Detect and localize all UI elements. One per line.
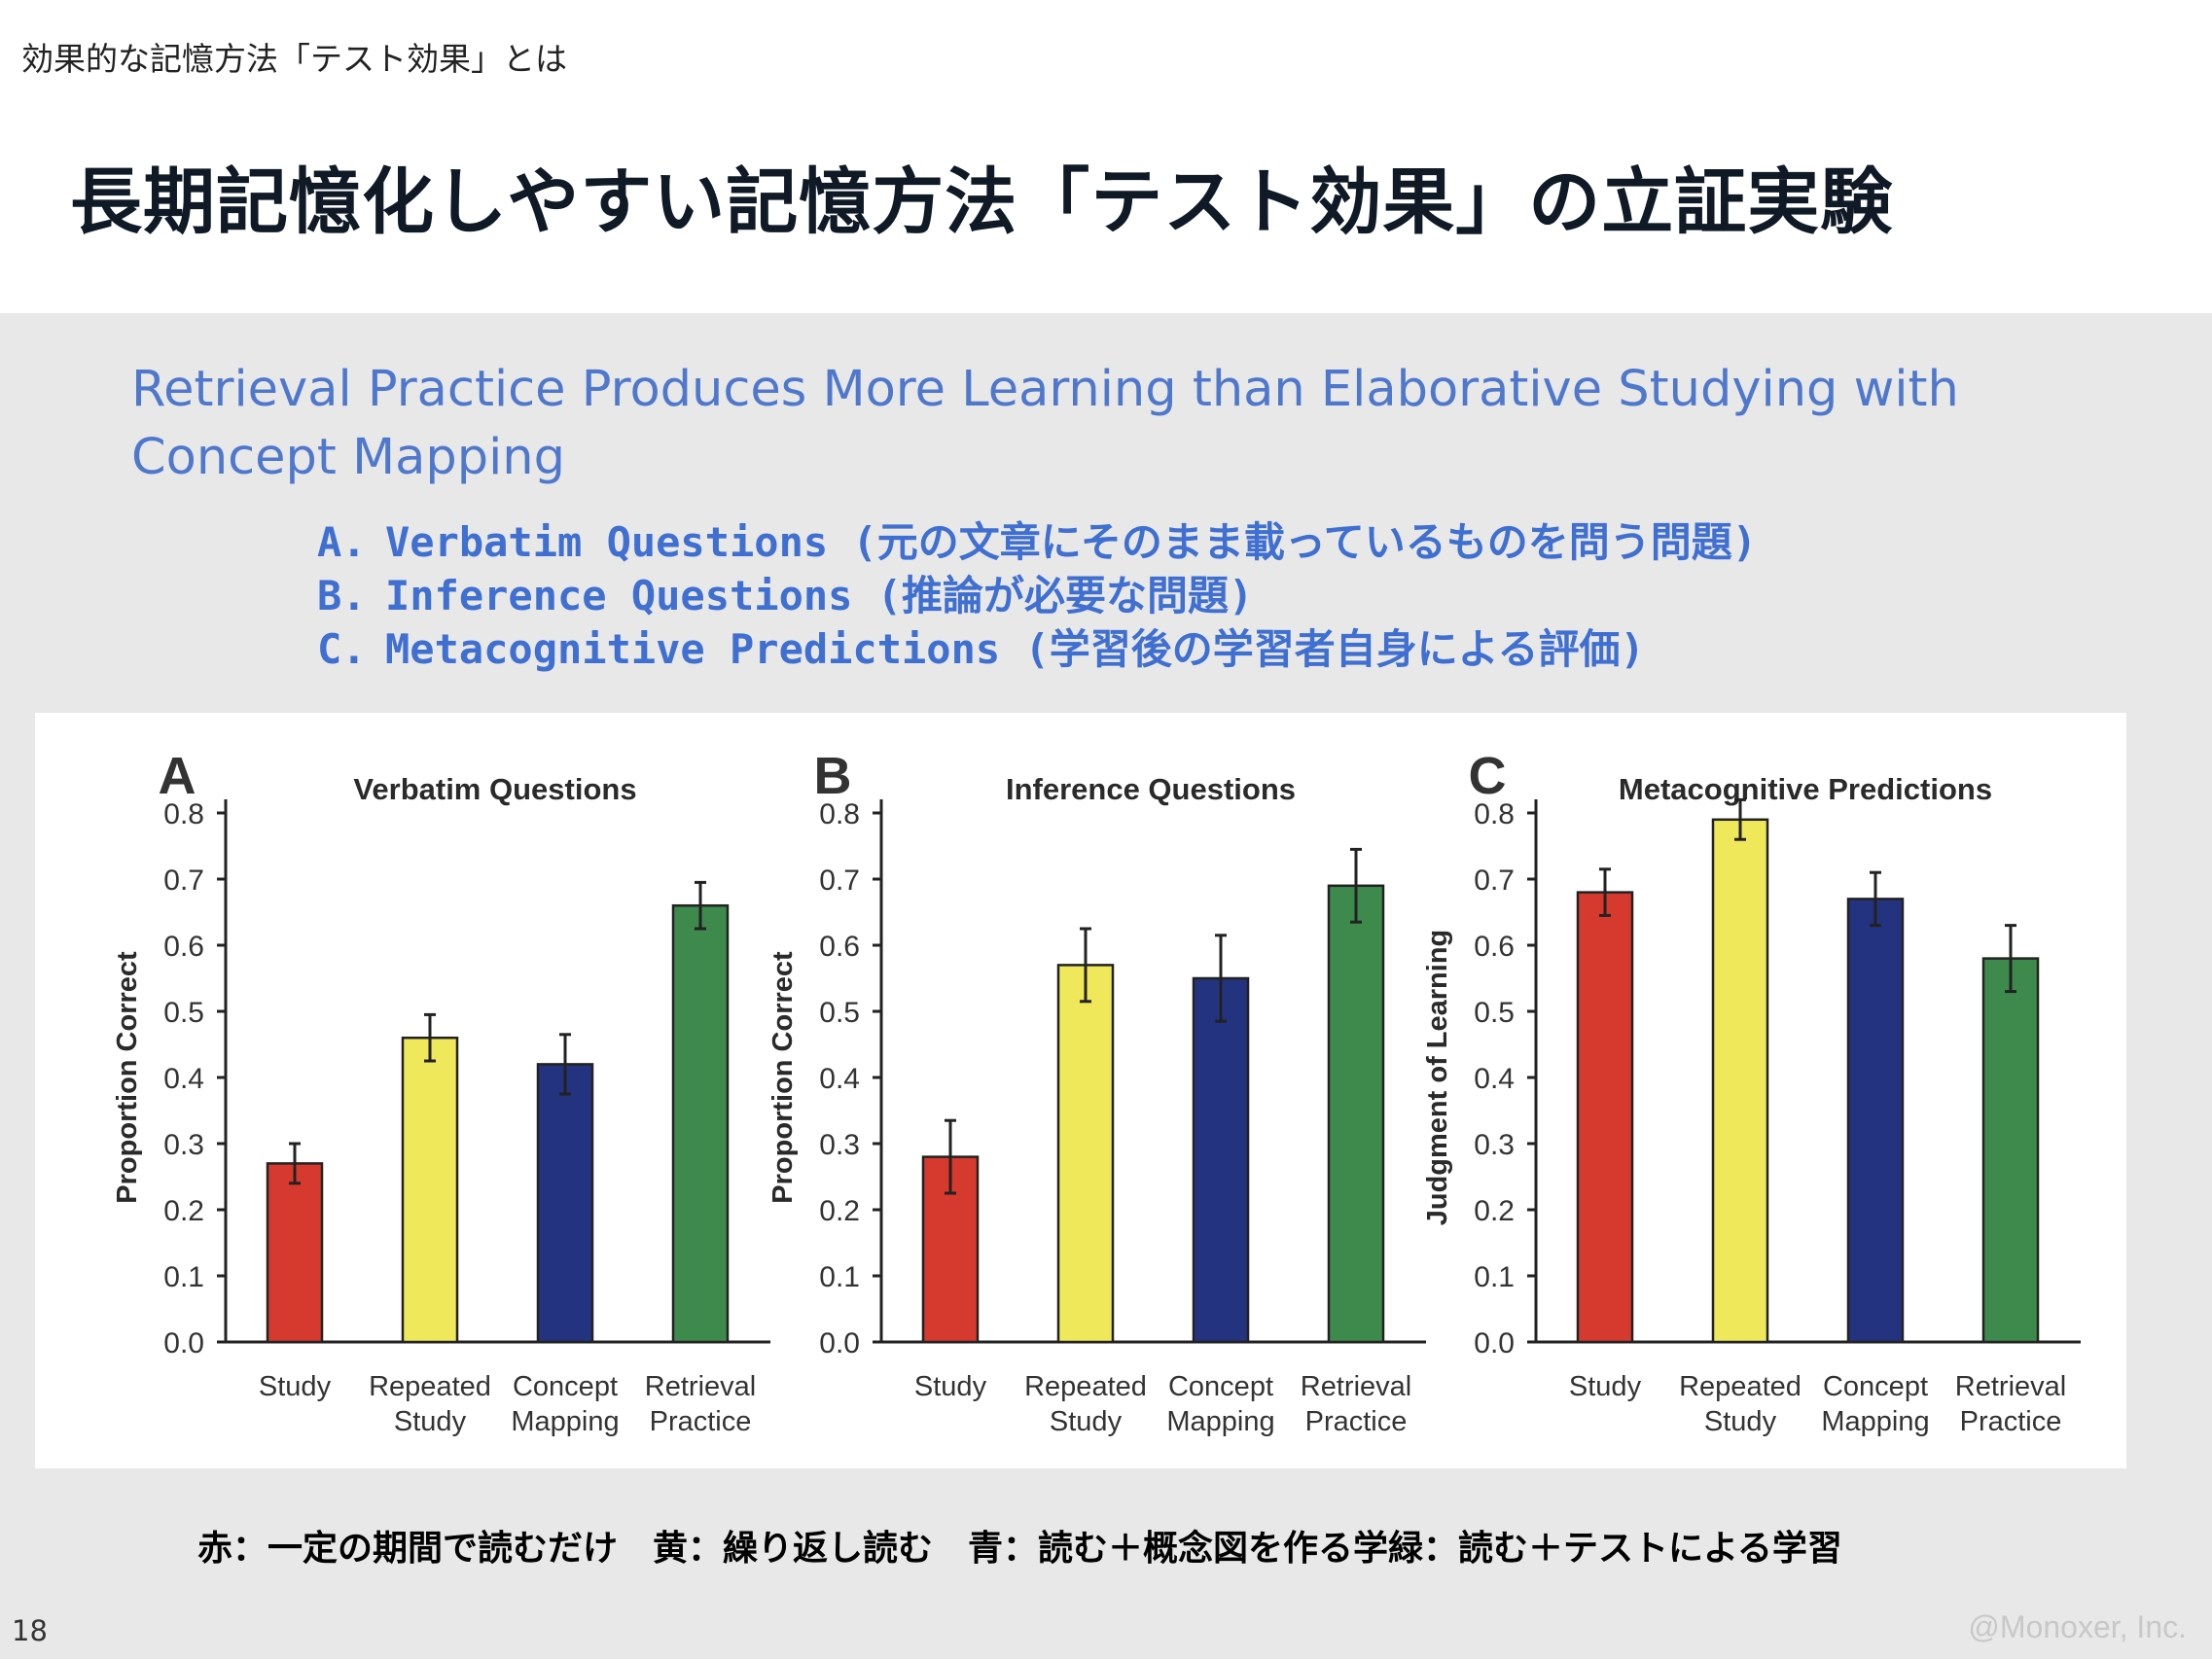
x-tick-label: Study: [394, 1406, 467, 1437]
bar-charts: A Verbatim Questions Proportion Correct 0.0…: [112, 747, 2081, 1437]
bar: [1576, 891, 1634, 1344]
y-tick-label: 0.6: [163, 931, 204, 963]
breadcrumb: 効果的な記憶方法「テスト効果」とは: [21, 40, 567, 78]
y-tick-label: 0.8: [819, 798, 860, 830]
legend-letter: A.: [317, 518, 367, 566]
x-tick-label: Concept: [513, 1371, 618, 1402]
chart-title: Verbatim Questions: [353, 772, 636, 806]
page-number: 18: [12, 1614, 48, 1647]
panel-letter: C: [1469, 747, 1507, 805]
y-tick-label: 0.5: [1474, 997, 1515, 1029]
page-title: 長期記憶化しやすい記憶方法「テスト効果」の立証実験: [70, 160, 1894, 244]
y-tick-label: 0.0: [163, 1327, 204, 1359]
x-tick-label: Retrieval: [1301, 1371, 1411, 1402]
x-tick-label: Study: [1704, 1406, 1777, 1437]
y-tick-label: 0.4: [819, 1063, 860, 1095]
chart-title: Metacognitive Predictions: [1619, 772, 1992, 806]
y-axis-label: Proportion Correct: [767, 951, 799, 1204]
legend-text: Inference Questions (推論が必要な問題): [385, 572, 1254, 619]
bar: [401, 1036, 459, 1344]
y-tick-label: 0.6: [1474, 931, 1515, 963]
y-tick-label: 0.8: [163, 798, 204, 830]
y-tick-label: 0.2: [163, 1195, 204, 1227]
legend-item-a: A. Verbatim Questions (元の文章にそのまま載っているものを問…: [317, 515, 1757, 569]
y-tick-label: 0.4: [163, 1063, 204, 1095]
bar: [671, 903, 730, 1344]
y-axis-label: Judgment of Learning: [1422, 930, 1453, 1226]
y-tick-label: 0.3: [1474, 1129, 1515, 1161]
y-tick-label: 0.0: [1474, 1327, 1515, 1359]
y-tick-label: 0.3: [819, 1129, 860, 1161]
bar: [1846, 898, 1905, 1344]
x-tick-label: Retrieval: [645, 1371, 756, 1402]
x-tick-label: Study: [914, 1371, 987, 1402]
y-tick-label: 0.7: [819, 865, 860, 897]
x-tick-label: Mapping: [511, 1406, 619, 1437]
x-tick-label: Repeated: [1024, 1371, 1147, 1402]
x-tick-label: Concept: [1823, 1371, 1928, 1402]
slide-subtitle: Retrieval Practice Produces More Learnin…: [131, 361, 1959, 486]
y-tick-label: 0.7: [1474, 865, 1515, 897]
x-tick-label: Repeated: [1679, 1371, 1802, 1402]
y-tick-label: 0.5: [163, 997, 204, 1029]
chart-title: Inference Questions: [1006, 772, 1296, 806]
y-tick-label: 0.2: [1474, 1195, 1515, 1227]
x-tick-label: Mapping: [1166, 1406, 1274, 1437]
y-tick-label: 0.1: [163, 1261, 204, 1293]
x-tick-label: Practice: [1305, 1406, 1408, 1437]
y-tick-label: 0.2: [819, 1195, 860, 1227]
x-tick-label: Practice: [650, 1406, 752, 1437]
legend-text: Verbatim Questions (元の文章にそのまま載っているものを問う問…: [385, 518, 1758, 566]
panel-letter: A: [159, 747, 196, 805]
bar: [1327, 884, 1385, 1344]
question-type-list: A. Verbatim Questions (元の文章にそのまま載っているものを問…: [317, 515, 1757, 676]
y-tick-label: 0.7: [163, 865, 204, 897]
bar: [1056, 964, 1115, 1344]
bar: [1192, 976, 1250, 1344]
legend-item-b: B. Inference Questions (推論が必要な問題): [317, 569, 1757, 622]
color-legend-note: 赤：一定の期間で読むだけ 黄：繰り返し読む 青：読む＋概念図を作る学緑：読む＋テ…: [197, 1529, 1842, 1569]
x-tick-label: Study: [259, 1371, 332, 1402]
legend-letter: B.: [317, 572, 367, 619]
y-tick-label: 0.0: [819, 1327, 860, 1359]
y-tick-label: 0.6: [819, 931, 860, 963]
legend-item-c: C. Metacognitive Predictions (学習後の学習者自身によ…: [317, 622, 1757, 676]
y-tick-label: 0.8: [1474, 798, 1515, 830]
x-tick-label: Practice: [1960, 1406, 2062, 1437]
legend-letter: C.: [317, 625, 367, 673]
x-tick-label: Study: [1050, 1406, 1123, 1437]
y-tick-label: 0.1: [819, 1261, 860, 1293]
x-tick-label: Repeated: [369, 1371, 491, 1402]
copyright: @Monoxer, Inc.: [1968, 1609, 2187, 1644]
y-tick-label: 0.5: [819, 997, 860, 1029]
x-tick-label: Retrieval: [1955, 1371, 2066, 1402]
x-tick-label: Concept: [1168, 1371, 1273, 1402]
legend-text: Metacognitive Predictions (学習後の学習者自身による評…: [385, 625, 1645, 673]
y-tick-label: 0.3: [163, 1129, 204, 1161]
bar: [1981, 957, 2040, 1344]
y-tick-label: 0.4: [1474, 1063, 1515, 1095]
y-axis-label: Proportion Correct: [112, 951, 143, 1204]
x-tick-label: Study: [1569, 1371, 1642, 1402]
bar: [1711, 818, 1769, 1344]
y-tick-label: 0.1: [1474, 1261, 1515, 1293]
bar: [536, 1063, 594, 1344]
bar: [266, 1162, 324, 1344]
chart-figure: A Verbatim Questions Proportion Correct 0.0…: [35, 713, 2126, 1468]
panel-letter: B: [814, 747, 852, 805]
x-tick-label: Mapping: [1821, 1406, 1929, 1437]
